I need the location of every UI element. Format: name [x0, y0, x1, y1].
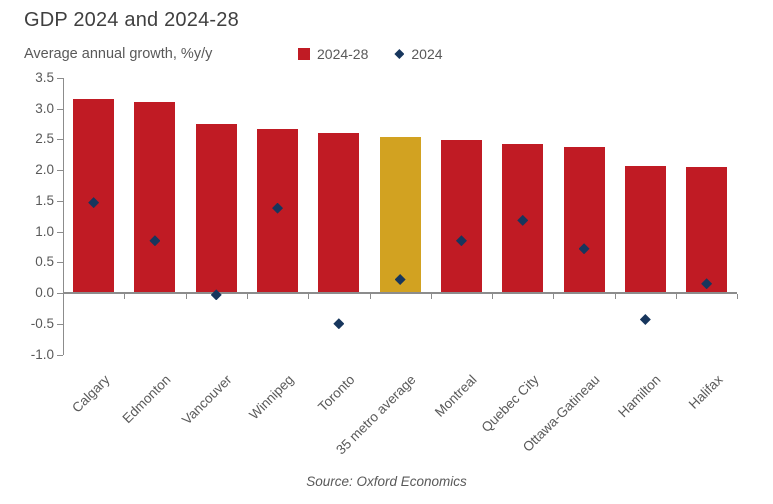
x-axis-label-halifax: Halifax [685, 372, 726, 412]
bar-vancouver [195, 124, 237, 293]
y-axis-tick [57, 108, 63, 110]
y-axis-tick-label: 0.0 [35, 285, 54, 300]
x-axis-label-edmonton: Edmonton [119, 372, 174, 427]
chart-title: GDP 2024 and 2024-28 [24, 9, 239, 31]
diamond-marker-halifax [701, 278, 713, 290]
legend-item-2024: 2024 [394, 46, 443, 62]
x-axis-label-winnipeg: Winnipeg [245, 372, 297, 423]
y-axis-tick-label: -1.0 [30, 346, 54, 362]
legend-square-icon [298, 48, 310, 60]
x-axis-tick [246, 294, 248, 299]
chart-subtitle: Average annual growth, %y/y [24, 46, 213, 62]
bar-montreal [440, 140, 482, 293]
x-axis-tick [676, 294, 677, 299]
y-axis-tick-label: 2.0 [35, 162, 54, 177]
x-axis-label-ottawa-gatineau: Ottawa-Gatineau [519, 372, 603, 455]
x-axis-tick [553, 294, 555, 299]
x-axis-label-hamilton: Hamilton [615, 372, 664, 421]
x-axis-tick [308, 294, 310, 299]
legend-label-2024-28: 2024-28 [317, 46, 369, 62]
legend-diamond-icon [394, 49, 405, 59]
bar-hamilton [624, 166, 666, 293]
bar-toronto [318, 133, 360, 293]
chart-legend: 2024-28 2024 [298, 46, 443, 62]
diamond-marker-montreal [455, 235, 467, 247]
y-axis-tick-label: 2.5 [35, 131, 54, 147]
x-axis-label-vancouver: Vancouver [179, 372, 235, 428]
x-axis-tick [124, 294, 126, 299]
y-axis-tick-label: 1.5 [35, 192, 54, 208]
diamond-marker-edmonton [149, 235, 161, 247]
diamond-marker-quebec-city [517, 214, 529, 226]
y-axis-tick [57, 77, 63, 79]
x-axis-label-35-metro-average: 35 metro average [333, 372, 419, 458]
legend-item-2024-28: 2024-28 [298, 46, 368, 62]
y-axis-tick [57, 231, 63, 233]
diamond-marker-calgary [88, 197, 100, 209]
x-axis-label-montreal: Montreal [432, 372, 481, 420]
y-axis-tick-label: 3.5 [35, 69, 54, 85]
y-axis-tick [57, 139, 63, 141]
y-axis-tick [57, 262, 63, 264]
bar-edmonton [134, 102, 176, 293]
y-axis-tick [57, 323, 63, 325]
bar-calgary [73, 99, 115, 293]
x-axis-tick [185, 294, 187, 299]
source-note: Source: Oxford Economics [306, 474, 467, 489]
x-axis-line [63, 292, 738, 294]
diamond-marker-vancouver [210, 289, 222, 301]
y-axis-tick-label: 3.0 [35, 100, 54, 116]
bar-halifax [686, 166, 728, 293]
x-axis-label-toronto: Toronto [315, 372, 358, 415]
diamond-marker-toronto [333, 318, 345, 330]
diamond-marker-ottawa-gatineau [578, 243, 590, 255]
x-axis-tick [430, 294, 432, 299]
x-axis-label-quebec-city: Quebec City [478, 372, 542, 436]
y-axis-tick-label: 0.5 [35, 254, 54, 270]
y-axis-tick-label: -0.5 [30, 315, 54, 331]
y-axis-tick [57, 354, 63, 356]
y-axis-tick [57, 200, 63, 202]
x-axis-tick [737, 294, 739, 299]
diamond-marker-35-metro-average [394, 273, 406, 285]
x-axis-tick [369, 294, 371, 299]
y-axis-line [63, 77, 64, 355]
y-axis-tick-label: 1.0 [35, 223, 54, 239]
x-axis-tick [614, 294, 616, 299]
diamond-marker-winnipeg [272, 202, 284, 214]
y-axis-tick [57, 293, 63, 294]
legend-label-2024: 2024 [411, 46, 443, 62]
y-axis-tick [57, 170, 63, 171]
x-axis-tick [492, 294, 494, 299]
bar-ottawa-gatineau [563, 147, 605, 293]
bar-35-metro-average [379, 137, 421, 293]
diamond-marker-hamilton [639, 313, 651, 325]
x-axis-label-calgary: Calgary [68, 372, 113, 416]
